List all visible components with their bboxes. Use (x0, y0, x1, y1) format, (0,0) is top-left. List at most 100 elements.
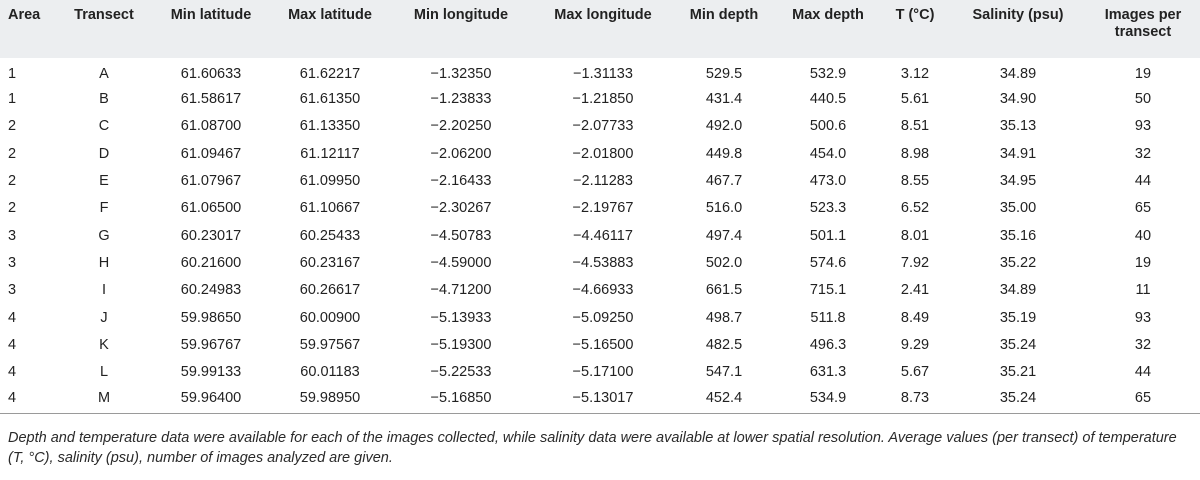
table-cell: 50 (1134, 91, 1152, 108)
table-cell: 34.91 (999, 145, 1037, 162)
table-cell: 467.7 (705, 173, 743, 190)
table-row: 3 I 60.24983 60.26617 −4.71200 −4.66933 661.5 7… (0, 277, 1200, 304)
table-cell: F (99, 200, 109, 217)
table-cell: A (99, 66, 109, 82)
table-cell: −5.09250 (572, 309, 634, 326)
table-cell: 61.08700 (180, 118, 242, 135)
table-cell: −2.07733 (572, 118, 634, 135)
table-cell: −5.16850 (388, 386, 534, 415)
table-cell: 61.12117 (300, 145, 360, 162)
table-cell: −2.19767 (572, 200, 634, 217)
table-cell: 8.49 (900, 309, 930, 326)
table-cell: 454.0 (809, 145, 847, 162)
table-row: 4 K 59.96767 59.97567 −5.19300 −5.16500 482.5 4… (0, 332, 1200, 359)
table-cell: 4 (8, 336, 17, 353)
table-cell: I (101, 282, 107, 299)
table-cell: 9.29 (900, 336, 930, 353)
table-row: 4 J 59.98650 60.00900 −5.13933 −5.09250 498.7 5… (0, 304, 1200, 331)
table-cell: −4.66933 (572, 282, 634, 299)
table-cell: −5.13017 (534, 386, 672, 415)
table-cell: 61.13350 (299, 118, 361, 135)
table-cell: −4.46117 (573, 227, 633, 244)
table-cell: 3 (8, 227, 17, 244)
table-cell: 60.21600 (180, 254, 242, 271)
table-cell: 93 (1134, 309, 1152, 326)
table-cell: 8.51 (900, 118, 930, 135)
table-cell: −2.01800 (572, 145, 634, 162)
table-cell: M (58, 386, 150, 415)
table-cell: 1 (8, 91, 17, 108)
table-cell: 34.89 (999, 282, 1037, 299)
table-cell: K (99, 336, 109, 353)
table-row: 4 L 59.99133 60.01183 −5.22533 −5.17100 547.1 6… (0, 359, 1200, 386)
table-cell: 2 (8, 200, 17, 217)
column-header: Area (8, 7, 41, 23)
table-caption: Depth and temperature data were availabl… (8, 430, 1177, 466)
table-cell: 449.8 (705, 145, 743, 162)
table-cell: E (99, 173, 109, 190)
table-cell: −2.06200 (430, 145, 492, 162)
table-cell: −2.20250 (430, 118, 492, 135)
column-header: Min depth (689, 7, 759, 23)
table-cell: 34.95 (999, 173, 1037, 190)
table-cell: −5.13933 (430, 309, 492, 326)
table-cell: −5.16500 (572, 336, 634, 353)
table-cell: 497.4 (705, 227, 743, 244)
data-table: Area Transect Min latitude Max latitude Min … (0, 0, 1200, 415)
table-cell: 4 (0, 386, 58, 415)
table-cell: 452.4 (672, 386, 776, 415)
table-cell: 502.0 (705, 254, 743, 271)
table-cell: 8.73 (880, 386, 950, 415)
table-cell: 35.21 (999, 364, 1037, 381)
table-cell: 40 (1134, 227, 1152, 244)
table-cell: 35.24 (999, 336, 1037, 353)
table-cell: −1.21850 (572, 91, 634, 108)
table-cell: 60.24983 (180, 282, 242, 299)
column-header: Max depth (792, 7, 864, 23)
table-cell: 19 (1134, 254, 1152, 271)
table-cell: 61.62217 (299, 66, 361, 82)
table-cell: 61.09950 (299, 173, 361, 190)
table-body: 1 A 61.60633 61.62217 −1.32350 −1.31133 529.5 5… (0, 58, 1200, 415)
table-row: 3 H 60.21600 60.23167 −4.59000 −4.53883 502.0 5… (0, 250, 1200, 277)
table-header: Area Transect Min latitude Max latitude Min … (0, 0, 1200, 58)
table-cell: 6.52 (900, 200, 930, 217)
table-row: 1 A 61.60633 61.62217 −1.32350 −1.31133 529.5 5… (0, 58, 1200, 86)
table-cell: 65 (1134, 200, 1152, 217)
table-cell: 61.60633 (180, 66, 242, 82)
table-cell: 35.00 (999, 200, 1037, 217)
table-cell: −1.23833 (430, 91, 492, 108)
header-row: Area Transect Min latitude Max latitude Min … (0, 0, 1200, 58)
table-cell: 500.6 (809, 118, 847, 135)
table-cell: 4 (8, 309, 17, 326)
table-cell: −1.31133 (573, 66, 633, 82)
table-cell: C (98, 118, 110, 135)
table-cell: 492.0 (705, 118, 743, 135)
table-cell: 574.6 (809, 254, 847, 271)
table-cell: 482.5 (705, 336, 743, 353)
table-cell: −2.11283 (573, 173, 633, 190)
table-cell: −4.53883 (572, 254, 634, 271)
column-header: T (°C) (895, 7, 935, 23)
table-cell: 473.0 (809, 173, 847, 190)
table-cell: −5.17100 (572, 364, 634, 381)
table-cell: 532.9 (809, 66, 847, 82)
column-header: Min longitude (413, 7, 509, 23)
table-cell: 60.01183 (300, 364, 360, 381)
table-cell: 65 (1086, 386, 1200, 415)
table-cell: 35.22 (999, 254, 1037, 271)
table-cell: 11 (1135, 282, 1151, 299)
column-header: Transect (74, 7, 134, 23)
table-cell: 501.1 (809, 227, 847, 244)
table-row: 2 D 61.09467 61.12117 −2.06200 −2.01800 449.8 4… (0, 141, 1200, 168)
table-cell: 431.4 (705, 91, 743, 108)
table-cell: 60.26617 (299, 282, 361, 299)
table-cell: 7.92 (900, 254, 930, 271)
table-cell: 59.98950 (272, 386, 388, 415)
table-cell: 2 (8, 173, 17, 190)
table-cell: B (99, 91, 109, 108)
table-cell: 8.98 (900, 145, 930, 162)
table-cell: L (99, 364, 109, 381)
table-cell: 440.5 (809, 91, 847, 108)
table-cell: 529.5 (705, 66, 743, 82)
